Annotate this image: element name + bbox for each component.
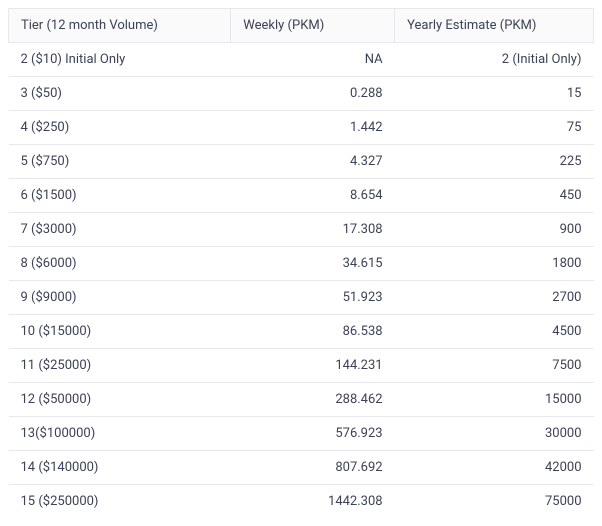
- table-cell: 2700: [395, 281, 594, 315]
- table-cell: 0.288: [231, 77, 395, 111]
- table-cell: 15: [395, 77, 594, 111]
- col-header-weekly: Weekly (PKM): [231, 9, 395, 43]
- table-cell: 576.923: [231, 417, 395, 451]
- table-cell: 1800: [395, 247, 594, 281]
- table-cell: 11 ($25000): [9, 349, 231, 383]
- table-row: 11 ($25000)144.2317500: [9, 349, 594, 383]
- table-cell: 5 ($750): [9, 145, 231, 179]
- table-cell: 4500: [395, 315, 594, 349]
- table-row: 3 ($50)0.28815: [9, 77, 594, 111]
- table-cell: 42000: [395, 451, 594, 485]
- table-cell: 4 ($250): [9, 111, 231, 145]
- table-cell: 6 ($1500): [9, 179, 231, 213]
- table-row: 4 ($250)1.44275: [9, 111, 594, 145]
- table-row: 6 ($1500)8.654450: [9, 179, 594, 213]
- table-cell: 3 ($50): [9, 77, 231, 111]
- table-row: 5 ($750)4.327225: [9, 145, 594, 179]
- table-cell: 807.692: [231, 451, 395, 485]
- table-row: 2 ($10) Initial OnlyNA2 (Initial Only): [9, 43, 594, 77]
- table-cell: 12 ($50000): [9, 383, 231, 417]
- tier-table: Tier (12 month Volume) Weekly (PKM) Year…: [8, 8, 594, 518]
- table-row: 8 ($6000)34.6151800: [9, 247, 594, 281]
- col-header-yearly: Yearly Estimate (PKM): [395, 9, 594, 43]
- col-header-tier: Tier (12 month Volume): [9, 9, 231, 43]
- table-cell: 9 ($9000): [9, 281, 231, 315]
- table-row: 14 ($140000)807.69242000: [9, 451, 594, 485]
- table-cell: 51.923: [231, 281, 395, 315]
- table-cell: 288.462: [231, 383, 395, 417]
- table-cell: 450: [395, 179, 594, 213]
- table-cell: 14 ($140000): [9, 451, 231, 485]
- table-cell: 8 ($6000): [9, 247, 231, 281]
- table-cell: 225: [395, 145, 594, 179]
- table-row: 10 ($15000)86.5384500: [9, 315, 594, 349]
- table-cell: 15000: [395, 383, 594, 417]
- table-cell: 10 ($15000): [9, 315, 231, 349]
- table-cell: 900: [395, 213, 594, 247]
- table-row: 7 ($3000)17.308900: [9, 213, 594, 247]
- table-row: 9 ($9000)51.9232700: [9, 281, 594, 315]
- table-cell: NA: [231, 43, 395, 77]
- table-cell: 7 ($3000): [9, 213, 231, 247]
- table-cell: 34.615: [231, 247, 395, 281]
- table-cell: 144.231: [231, 349, 395, 383]
- table-header-row: Tier (12 month Volume) Weekly (PKM) Year…: [9, 9, 594, 43]
- table-cell: 2 (Initial Only): [395, 43, 594, 77]
- table-cell: 13($100000): [9, 417, 231, 451]
- table-cell: 75: [395, 111, 594, 145]
- table-cell: 86.538: [231, 315, 395, 349]
- table-row: 12 ($50000)288.46215000: [9, 383, 594, 417]
- table-cell: 1.442: [231, 111, 395, 145]
- table-cell: 8.654: [231, 179, 395, 213]
- table-body: 2 ($10) Initial OnlyNA2 (Initial Only)3 …: [9, 43, 594, 519]
- table-cell: 4.327: [231, 145, 395, 179]
- table-cell: 17.308: [231, 213, 395, 247]
- table-cell: 7500: [395, 349, 594, 383]
- table-row: 13($100000)576.92330000: [9, 417, 594, 451]
- table-cell: 2 ($10) Initial Only: [9, 43, 231, 77]
- table-cell: 30000: [395, 417, 594, 451]
